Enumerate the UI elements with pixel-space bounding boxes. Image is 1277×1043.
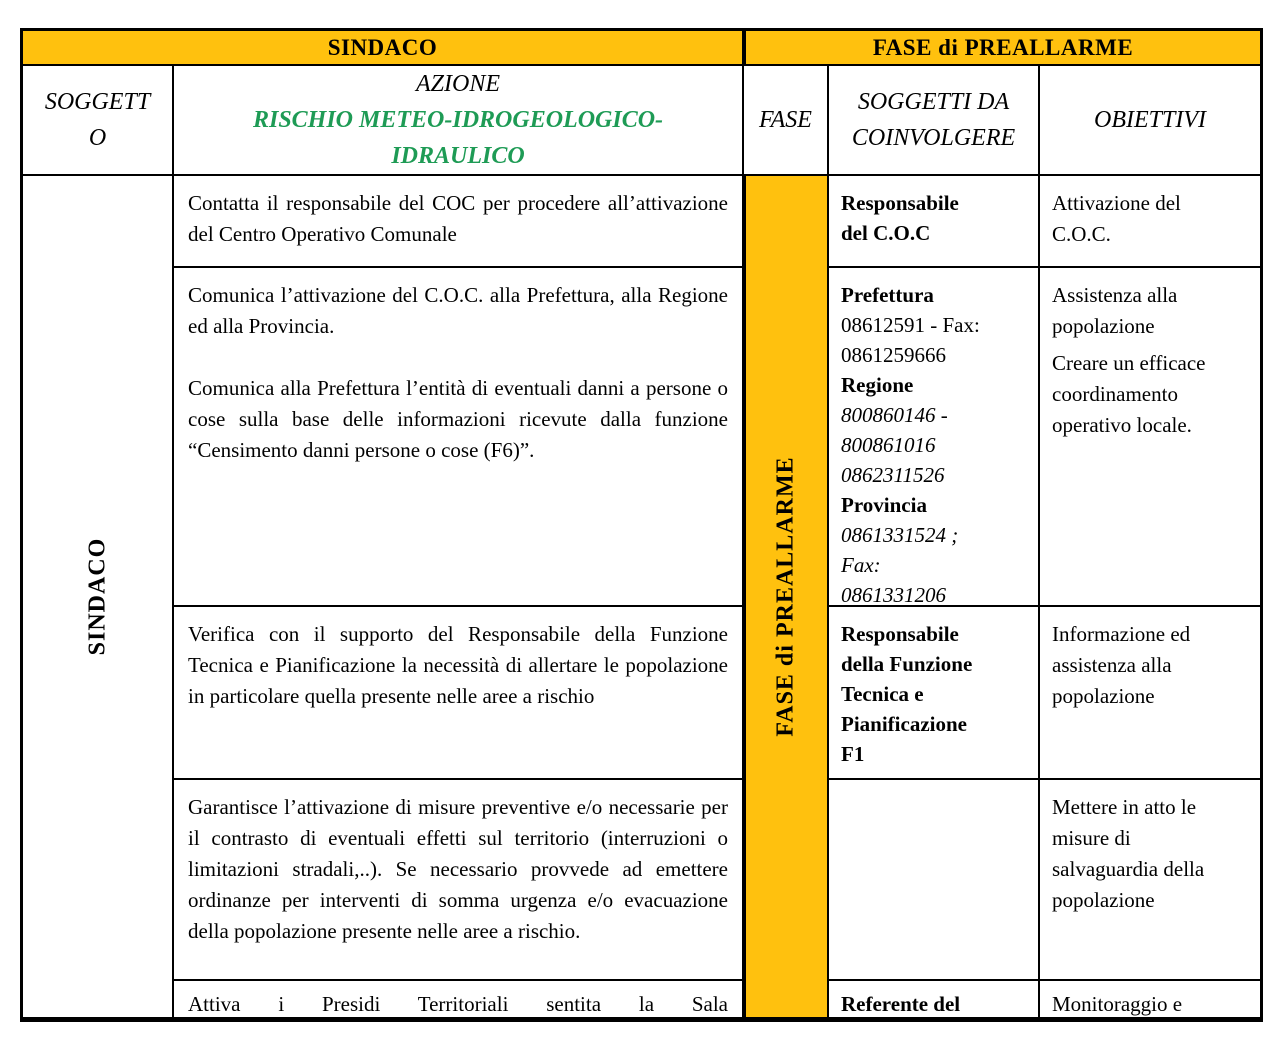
obiettivi-cell-row5: Monitoraggio e [1040, 981, 1260, 1017]
text-line: Attivazione del [1052, 191, 1181, 215]
text-line: salvaguardia della [1052, 857, 1205, 881]
text-line: Creare un efficace [1052, 351, 1206, 375]
sindaco-row-group: SINDACO [23, 176, 172, 1017]
col-header-soggetto: SOGGETTO [23, 66, 172, 174]
col-header-fase: FASE [744, 66, 827, 174]
text-line: Referente del [841, 992, 961, 1016]
text-line: popolazione [1052, 314, 1155, 338]
soggetti-cell-row4 [829, 780, 1038, 979]
text-line: 08612591 - Fax: [841, 313, 980, 337]
obiettivi-cell-row1: Attivazione del C.O.C. [1040, 176, 1260, 266]
azione-cell-row1: Contatta il responsabile del COC per pro… [174, 176, 742, 266]
text-line: popolazione [1052, 888, 1155, 912]
text-line: F1 [841, 742, 865, 766]
paragraph: Mettere in atto le misure di salvaguardia … [1052, 792, 1248, 916]
sindaco-rotated-label: SINDACO [84, 537, 110, 656]
text-line: 800860146 - [841, 403, 948, 427]
text-line: Responsabile [841, 191, 959, 215]
paragraph: Verifica con il supporto del Responsabil… [188, 622, 728, 708]
text-line: Monitoraggio e [1052, 992, 1183, 1016]
text-line: 0861331206 [841, 583, 946, 605]
text-line: C.O.C. [1052, 222, 1111, 246]
text-line: 0861331524 ; [841, 523, 959, 547]
azione-cell-row4: Garantisce l’attivazione di misure preve… [174, 780, 742, 979]
paragraph: Creare un efficace coordinamento operativo… [1052, 348, 1248, 441]
paragraph: Attiva i Presidi Territoriali sentita la… [188, 992, 728, 1016]
text-line: Fax: [841, 553, 881, 577]
paragraph: Contatta il responsabile del COC per pro… [188, 191, 728, 246]
obiettivi-cell-row2: Assistenza alla popolazione Creare un effi… [1040, 268, 1260, 605]
col-header-obiettivi: OBIETTIVI [1040, 66, 1260, 174]
paragraph: Informazione ed assistenza alla popolazion… [1052, 619, 1248, 712]
soggetti-cell-row1: Responsabile del C.O.C [829, 176, 1038, 266]
azione-cell-row3: Verifica con il supporto del Responsabil… [174, 607, 742, 778]
text-line: misure di [1052, 826, 1131, 850]
obiettivi-cell-row4: Mettere in atto le misure di salvaguardia … [1040, 780, 1260, 979]
text-line: Pianificazione [841, 712, 967, 736]
text-line: 0862311526 [841, 463, 945, 487]
text-line: 800861016 [841, 433, 936, 457]
azione-label: AZIONE [416, 71, 500, 97]
text-line: Provincia [841, 493, 927, 517]
text-line: 0861259666 [841, 343, 946, 367]
text-line: Mettere in atto le [1052, 795, 1197, 819]
col-header-azione: AZIONE RISCHIO METEO-IDROGEOLOGICO-IDRAU… [174, 66, 742, 174]
paragraph: Comunica alla Prefettura l’entità di eve… [188, 376, 728, 462]
azione-cell-row2: Comunica l’attivazione del C.O.C. alla P… [174, 268, 742, 605]
text-line: Regione [841, 373, 914, 397]
text-line: della Funzione [841, 652, 973, 676]
obiettivi-cell-row3: Informazione ed assistenza alla popolazion… [1040, 607, 1260, 778]
text-line: assistenza alla [1052, 653, 1172, 677]
text-line: del C.O.C [841, 221, 931, 245]
text-line: Responsabile [841, 622, 959, 646]
procedure-table: SINDACO FASE di PREALLARME SOGGETTO AZIO… [20, 28, 1263, 1022]
paragraph: Comunica l’attivazione del C.O.C. alla P… [188, 283, 728, 338]
text-line: popolazione [1052, 684, 1155, 708]
soggetti-cell-row2: Prefettura 08612591 - Fax: 0861259666 Regio… [829, 268, 1038, 605]
paragraph: Garantisce l’attivazione di misure preve… [188, 795, 728, 943]
rischio-meteo-idrogeologico-label: RISCHIO METEO-IDROGEOLOGICO-IDRAULICO [252, 107, 664, 169]
azione-cell-row5: Attiva i Presidi Territoriali sentita la… [174, 981, 742, 1017]
col-header-soggetti-da-coinvolgere: SOGGETTI DA COINVOLGERE [829, 66, 1038, 174]
paragraph: Attivazione del C.O.C. [1052, 188, 1248, 250]
text-line: Prefettura [841, 283, 934, 307]
header-fase-di-preallarme: FASE di PREALLARME [744, 31, 1260, 64]
text-line: coordinamento [1052, 382, 1178, 406]
text-line: Assistenza alla [1052, 283, 1178, 307]
text-line: Tecnica e [841, 682, 924, 706]
paragraph: Monitoraggio e [1052, 989, 1248, 1017]
header-sindaco: SINDACO [23, 31, 742, 64]
paragraph: Assistenza alla popolazione [1052, 280, 1248, 342]
fase-preallarme-column: FASE di PREALLARME [744, 176, 827, 1017]
fase-preallarme-rotated-label: FASE di PREALLARME [773, 456, 800, 737]
text-line: Informazione ed [1052, 622, 1191, 646]
text-line: operativo locale. [1052, 413, 1192, 437]
soggetti-cell-row3: Responsabile della Funzione Tecnica e Piani… [829, 607, 1038, 778]
soggetti-cell-row5: Referente del [829, 981, 1038, 1017]
